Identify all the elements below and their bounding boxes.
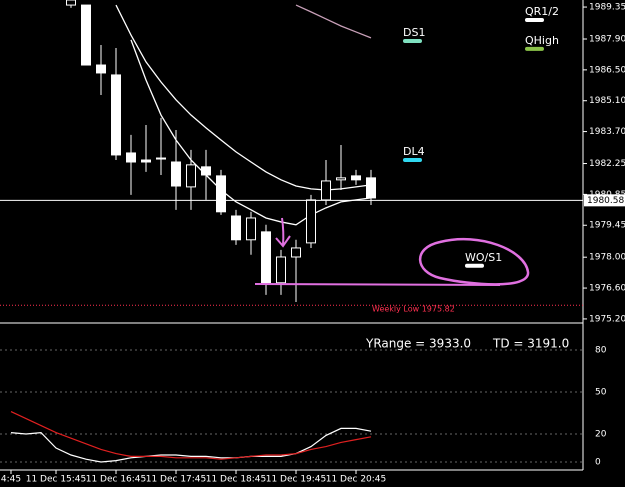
candle-body bbox=[216, 175, 226, 213]
candle-body bbox=[111, 74, 121, 156]
candle-body bbox=[231, 215, 241, 241]
moving-average bbox=[295, 4, 372, 39]
weekly-low-label: Weekly Low 1975.82 bbox=[372, 305, 455, 314]
y-tick-label: 1987.90 bbox=[589, 35, 625, 45]
candle-body bbox=[126, 152, 136, 163]
hand-drawn-arrow bbox=[275, 217, 291, 248]
level-label: DS1 bbox=[403, 26, 425, 39]
y-tick-label: 1983.70 bbox=[589, 127, 625, 137]
level-marker bbox=[465, 263, 484, 268]
level-marker bbox=[403, 158, 422, 163]
candle-body bbox=[171, 161, 181, 187]
level-marker bbox=[525, 18, 544, 23]
y-tick-label: 1986.50 bbox=[589, 65, 625, 75]
x-tick-label: 11 Dec 20:45 bbox=[326, 475, 387, 485]
candle-body bbox=[336, 177, 346, 181]
y-tick-label: 1979.45 bbox=[589, 221, 625, 231]
candle-body bbox=[156, 157, 166, 160]
y-tick-label: 20 bbox=[595, 430, 607, 440]
candle-body bbox=[141, 159, 151, 163]
hand-drawn-circle bbox=[418, 237, 530, 286]
candle-body bbox=[351, 175, 361, 181]
oscillator-line bbox=[10, 427, 372, 463]
level-label: QHigh bbox=[525, 34, 559, 47]
candle-body bbox=[246, 217, 256, 241]
y-tick-label: 80 bbox=[595, 346, 607, 356]
x-tick-label: 11 Dec 17:45 bbox=[146, 475, 207, 485]
candle-body bbox=[201, 166, 211, 176]
moving-average bbox=[115, 4, 372, 191]
td-label: TD = 3191.0 bbox=[492, 337, 569, 351]
level-label: DL4 bbox=[403, 145, 425, 158]
oscillator-line bbox=[10, 411, 372, 460]
x-tick-label: 4:45 bbox=[1, 475, 21, 485]
y-tick-label: 1976.60 bbox=[589, 284, 625, 294]
yrange-label: YRange = 3933.0 bbox=[365, 337, 471, 351]
candle-body bbox=[276, 256, 286, 284]
current-price-label: 1980.58 bbox=[587, 196, 624, 206]
candle-body bbox=[306, 199, 316, 244]
main-pane: 1989.35 1987.90 1986.50 1985.10 1983.70 1982.… bbox=[0, 0, 625, 324]
level-label: QR1/2 bbox=[525, 5, 559, 18]
y-tick-label: 1978.00 bbox=[589, 253, 625, 263]
hand-drawn-line bbox=[254, 283, 501, 286]
candle-body bbox=[96, 64, 106, 74]
candle-body bbox=[366, 177, 376, 199]
level-label: WO/S1 bbox=[465, 251, 502, 264]
candle-body bbox=[261, 231, 271, 284]
level-marker bbox=[525, 46, 544, 51]
y-tick-label: 50 bbox=[595, 388, 607, 398]
candle-body bbox=[66, 0, 76, 6]
current-price-box bbox=[584, 194, 625, 207]
x-tick-label: 11 Dec 15:45 bbox=[26, 475, 87, 485]
x-tick-label: 11 Dec 19:45 bbox=[266, 475, 327, 485]
y-tick-label: 1975.20 bbox=[589, 314, 625, 324]
x-tick-label: 11 Dec 18:45 bbox=[206, 475, 267, 485]
level-marker bbox=[403, 38, 422, 43]
y-tick-label: 1982.25 bbox=[589, 159, 625, 169]
candle-body bbox=[291, 247, 301, 258]
x-tick-label: 11 Dec 16:45 bbox=[86, 475, 147, 485]
y-tick-label: 1989.35 bbox=[589, 3, 625, 13]
candle-body bbox=[321, 180, 331, 201]
candle-body bbox=[186, 164, 196, 188]
y-tick-label: 1985.10 bbox=[589, 96, 625, 106]
moving-average bbox=[130, 39, 372, 226]
y-tick-label: 0 bbox=[595, 458, 601, 468]
candle-body bbox=[81, 4, 91, 66]
